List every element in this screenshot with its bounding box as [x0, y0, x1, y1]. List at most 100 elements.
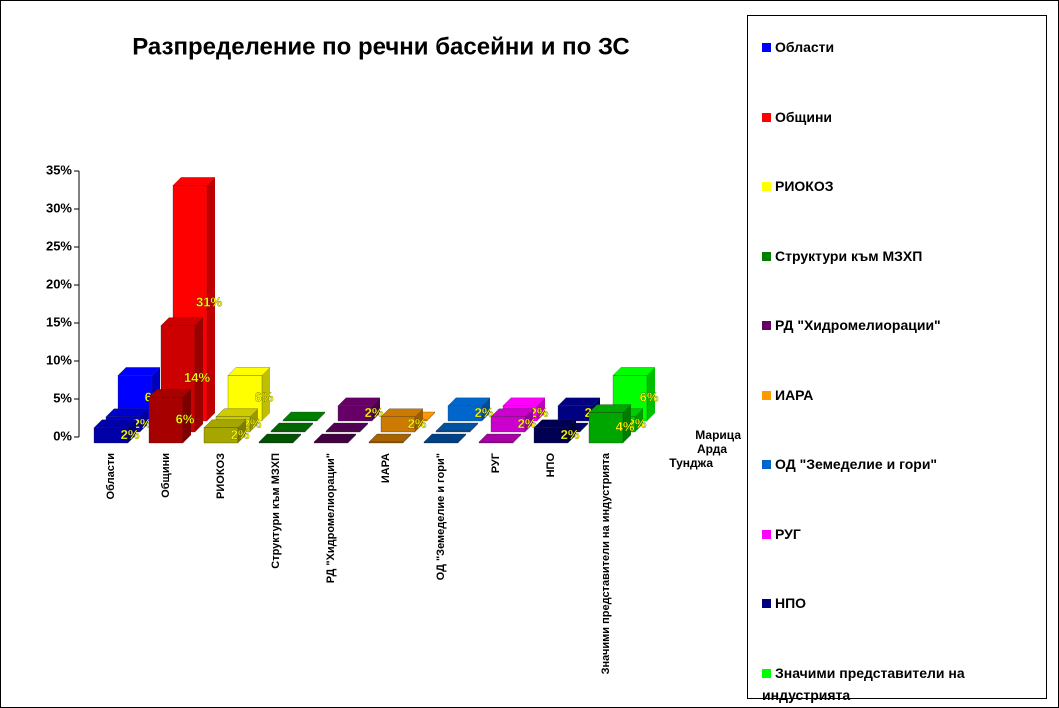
- bar-side: [128, 419, 136, 443]
- legend-swatch: [762, 112, 771, 122]
- bar: [258, 441, 294, 444]
- legend-swatch: [762, 182, 771, 191]
- x-tick-label: ИАРА: [380, 453, 392, 483]
- depth-label: Тунджа: [669, 456, 713, 470]
- data-label: 31%: [196, 295, 222, 310]
- x-tick-label: РД "Хидромелиорации": [325, 453, 337, 583]
- data-label: 2%: [231, 427, 250, 442]
- legend-item: ОД "Земеделие и гори": [762, 453, 1042, 475]
- legend-label: Значими представители на индустрията: [762, 664, 965, 703]
- bar: [380, 416, 416, 433]
- legend-swatch: [762, 668, 771, 678]
- legend-swatch: [762, 251, 771, 261]
- chart-title: Разпределение по речни басейни и по ЗС: [132, 33, 630, 60]
- legend-label: Области: [775, 39, 835, 55]
- bar-side: [458, 434, 466, 443]
- bar-side: [635, 408, 643, 432]
- x-tick-label: Значими представители на индустрията: [600, 452, 612, 674]
- bar-side: [403, 434, 411, 443]
- bar-side: [238, 419, 246, 443]
- legend-label: РУГ: [775, 525, 801, 542]
- bar: [368, 441, 404, 444]
- bar-side: [482, 397, 490, 421]
- bar-side: [360, 423, 368, 432]
- y-tick-label: 10%: [46, 352, 72, 367]
- bar-side: [623, 404, 631, 443]
- legend-item: ИАРА: [762, 384, 1042, 406]
- bar: [325, 430, 361, 433]
- legend-swatch: [762, 460, 771, 469]
- plot: Разпределение по речни басейни и по ЗС 0…: [46, 33, 741, 674]
- data-label: 2%: [530, 405, 549, 420]
- bar-side: [348, 434, 356, 443]
- data-label: 2%: [628, 416, 647, 431]
- depth-label: Арда: [697, 442, 727, 456]
- legend-item: Структури към МЗХП: [762, 245, 1042, 267]
- bar-side: [372, 397, 380, 421]
- legend-label: ИАРА: [775, 386, 814, 403]
- y-tick-label: 5%: [53, 390, 72, 405]
- y-tick-label: 0%: [53, 428, 72, 443]
- x-tick-label: Области: [105, 453, 117, 499]
- bar-side: [262, 367, 270, 421]
- bar: [337, 405, 373, 422]
- legend-swatch: [762, 529, 771, 539]
- legend-item: Области: [762, 36, 1042, 58]
- legend: Области Общини РИОКОЗ Структури към МЗХП РД …: [747, 15, 1047, 703]
- y-tick-label: 15%: [46, 314, 72, 329]
- bar-side: [580, 423, 588, 432]
- data-label: 2%: [475, 405, 494, 420]
- x-tick-label: Общини: [160, 453, 172, 498]
- y-tick-label: 20%: [46, 276, 72, 291]
- data-label: 4%: [616, 419, 635, 434]
- bar-side: [427, 412, 435, 421]
- y-tick-label: 25%: [46, 238, 72, 253]
- legend-label: РД "Хидромелиорации": [775, 317, 941, 333]
- data-label: 2%: [408, 416, 427, 431]
- bar-side: [305, 423, 313, 432]
- data-label: 2%: [561, 427, 580, 442]
- x-tick-label: РУГ: [490, 452, 502, 473]
- legend-swatch: [762, 43, 771, 52]
- bar: [93, 427, 129, 444]
- legend-label: Структури към МЗХП: [775, 247, 923, 264]
- legend-label: Общини: [775, 108, 833, 125]
- legend-label: ОД "Земеделие и гори": [775, 456, 938, 472]
- bar-side: [317, 412, 325, 421]
- bar: [588, 412, 624, 444]
- bar: [282, 419, 318, 422]
- series-2: [93, 389, 632, 444]
- bar-side: [250, 408, 258, 432]
- bar: [435, 430, 471, 433]
- bar-side: [568, 419, 576, 443]
- data-label: 6%: [176, 412, 195, 427]
- data-label: 2%: [365, 405, 384, 420]
- bar-side: [293, 434, 301, 443]
- x-tick-label: ОД "Земеделие и гори": [435, 453, 447, 580]
- bar-side: [525, 408, 533, 432]
- legend-item: Общини: [762, 106, 1042, 128]
- bar: [313, 441, 349, 444]
- bar: [203, 427, 239, 444]
- legend-swatch: [762, 321, 771, 330]
- legend-item: РИОКОЗ: [762, 175, 1042, 197]
- bar: [447, 405, 483, 422]
- legend-item: Значими представители на индустрията: [762, 662, 1042, 706]
- bar: [423, 441, 459, 444]
- data-label: 2%: [121, 427, 140, 442]
- data-label: 14%: [184, 370, 210, 385]
- bar-side: [537, 397, 545, 421]
- bar-side: [195, 317, 203, 432]
- y-tick-label: 35%: [46, 162, 72, 177]
- legend-swatch: [762, 390, 771, 400]
- bar-side: [415, 408, 423, 432]
- x-tick-label: НПО: [545, 453, 557, 478]
- bar: [533, 427, 569, 444]
- data-label: 6%: [640, 390, 659, 405]
- legend-label: НПО: [775, 595, 807, 611]
- data-label: 2%: [133, 416, 152, 431]
- depth-label: Марица: [695, 428, 741, 442]
- data-label: 2%: [518, 416, 537, 431]
- bar-side: [470, 423, 478, 432]
- data-label: 2%: [243, 416, 262, 431]
